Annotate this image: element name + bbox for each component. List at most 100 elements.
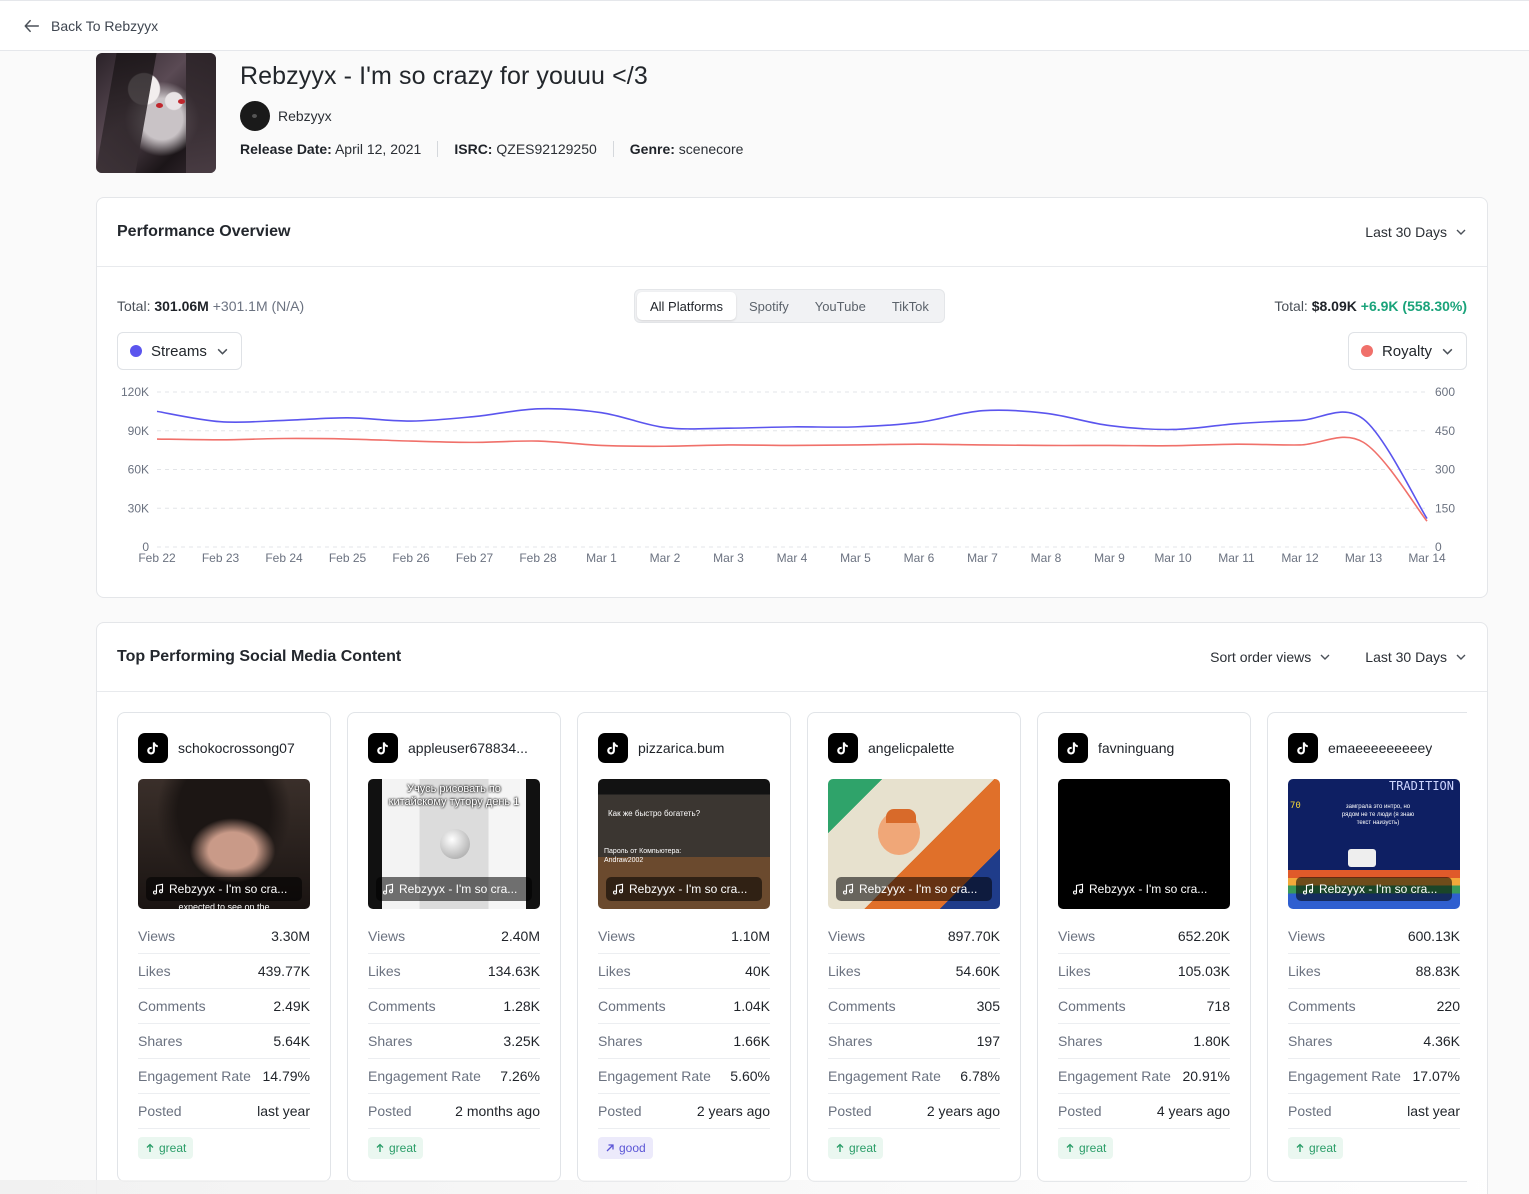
creator-username[interactable]: appleuser678834... — [408, 740, 528, 756]
stat-row-posted: Posted 2 years ago — [598, 1094, 770, 1129]
performance-range-dropdown[interactable]: Last 30 Days — [1365, 224, 1467, 240]
stat-row-views: Views 1.10M — [598, 919, 770, 954]
stat-row-likes: Likes 40K — [598, 954, 770, 989]
stat-value-likes: 439.77K — [257, 963, 310, 979]
x-tick-label: Mar 9 — [1094, 551, 1125, 565]
thumb-text: 70 — [1290, 801, 1301, 811]
sort-dropdown[interactable]: Sort order views — [1210, 649, 1331, 665]
stat-value-likes: 40K — [745, 963, 770, 979]
tab-spotify[interactable]: Spotify — [748, 298, 789, 314]
left-metric-dropdown[interactable]: Streams — [117, 332, 242, 370]
video-thumbnail[interactable]: Rebzyyx - I'm so cra... — [828, 779, 1000, 909]
stat-label: Comments — [138, 998, 206, 1014]
music-note-icon — [1072, 883, 1084, 895]
x-tick-label: Feb 23 — [202, 551, 240, 565]
stat-value-views: 2.40M — [501, 928, 540, 944]
stat-label: Likes — [1288, 963, 1321, 979]
stat-label: Engagement Rate — [138, 1068, 251, 1084]
content-tile[interactable]: schokocrossong07 expected to see on the Re… — [117, 712, 331, 1182]
stat-row-engagement: Engagement Rate 5.60% — [598, 1059, 770, 1094]
stat-value-engagement: 14.79% — [262, 1068, 310, 1084]
stat-label: Shares — [828, 1033, 873, 1049]
chevron-down-icon — [1442, 348, 1453, 355]
creator-username[interactable]: schokocrossong07 — [178, 740, 295, 756]
stat-label: Views — [138, 928, 176, 944]
creator-username[interactable]: pizzarica.bum — [638, 740, 725, 756]
content-tile[interactable]: pizzarica.bum Как же быстро богатеть? Паро… — [577, 712, 791, 1182]
video-thumbnail[interactable]: Rebzyyx - I'm so cra... — [1058, 779, 1230, 909]
stat-row-views: Views 652.20K — [1058, 919, 1230, 954]
video-thumbnail[interactable]: Учусь рисовать по китайскому тутору день… — [368, 779, 540, 909]
stat-value-engagement: 7.26% — [500, 1068, 540, 1084]
stat-value-views: 897.70K — [947, 928, 1000, 944]
content-tile[interactable]: appleuser678834... Учусь рисовать по кита… — [347, 712, 561, 1182]
stat-value-posted: 2 years ago — [926, 1103, 1000, 1119]
x-tick-label: Feb 22 — [138, 551, 176, 565]
stat-value-views: 3.30M — [271, 928, 310, 944]
stat-value-views: 600.13K — [1407, 928, 1460, 944]
stat-row-posted: Posted 4 years ago — [1058, 1094, 1230, 1129]
stat-row-posted: Posted last year — [138, 1094, 310, 1129]
tab-tiktok[interactable]: TikTok — [891, 298, 929, 314]
tab-all-platforms[interactable]: All Platforms — [637, 292, 736, 320]
thumb-text: expected to see on the — [178, 902, 270, 909]
stat-row-comments: Comments 2.49K — [138, 989, 310, 1024]
tiktok-icon — [376, 741, 388, 754]
social-range-dropdown[interactable]: Last 30 Days — [1365, 649, 1467, 665]
artist-row[interactable]: Rebzyyx — [240, 101, 759, 131]
back-link[interactable]: Back To Rebzyyx — [23, 17, 158, 35]
video-thumbnail[interactable]: expected to see on the Rebzyyx - I'm so c… — [138, 779, 310, 909]
right-metric-dropdown[interactable]: Royalty — [1347, 332, 1467, 370]
stat-value-comments: 1.04K — [733, 998, 770, 1014]
arrow-up-right-icon — [606, 1144, 614, 1152]
tiktok-icon — [1066, 741, 1078, 754]
song-meta: Release Date: April 12, 2021 ISRC: QZES9… — [240, 141, 759, 157]
stat-row-shares: Shares 3.25K — [368, 1024, 540, 1059]
stat-label: Likes — [598, 963, 631, 979]
stat-value-engagement: 20.91% — [1182, 1068, 1230, 1084]
x-tick-label: Feb 27 — [456, 551, 494, 565]
tab-youtube[interactable]: YouTube — [814, 298, 866, 314]
tiktok-icon — [1296, 741, 1308, 754]
content-tile[interactable]: favninguang Rebzyyx - I'm so cra... Views 6… — [1037, 712, 1251, 1182]
content-tile[interactable]: emaeeeeeeeeey TRADITION 70 замграла это инт… — [1267, 712, 1467, 1182]
stat-row-shares: Shares 1.66K — [598, 1024, 770, 1059]
chevron-down-icon — [1456, 654, 1466, 660]
x-tick-label: Mar 13 — [1345, 551, 1383, 565]
x-tick-label: Mar 7 — [967, 551, 998, 565]
performance-badge: great — [138, 1137, 194, 1159]
x-tick-label: Feb 25 — [329, 551, 367, 565]
creator-username[interactable]: angelicpalette — [868, 740, 955, 756]
stat-value-posted: 2 months ago — [455, 1103, 540, 1119]
y-left-tick-label: 0 — [142, 540, 149, 554]
creator-username[interactable]: favninguang — [1098, 740, 1175, 756]
stat-row-engagement: Engagement Rate 6.78% — [828, 1059, 1000, 1094]
back-link-label: Back To Rebzyyx — [51, 17, 159, 34]
tile-stats: Views 897.70K Likes 54.60K Comments 305 Shares… — [828, 919, 1000, 1129]
stat-row-engagement: Engagement Rate 20.91% — [1058, 1059, 1230, 1094]
video-thumbnail[interactable]: Как же быстро богатеть? Пароль от Компьют… — [598, 779, 770, 909]
x-tick-label: Feb 24 — [265, 551, 303, 565]
tile-stats: Views 652.20K Likes 105.03K Comments 718 Share… — [1058, 919, 1230, 1129]
video-thumbnail[interactable]: TRADITION 70 замграла это интро, но рядом … — [1288, 779, 1460, 909]
stat-label: Views — [598, 928, 636, 944]
streams-delta: +301.1M (N/A) — [212, 298, 305, 314]
cover-art — [96, 53, 216, 173]
stat-label: Views — [828, 928, 866, 944]
stat-label: Posted — [828, 1103, 872, 1119]
creator-username[interactable]: emaeeeeeeeeey — [1328, 740, 1433, 756]
stat-label: Engagement Rate — [828, 1068, 941, 1084]
content-tiles: schokocrossong07 expected to see on the Re… — [117, 712, 1467, 1182]
stat-row-likes: Likes 88.83K — [1288, 954, 1460, 989]
stat-row-likes: Likes 54.60K — [828, 954, 1000, 989]
stat-row-views: Views 2.40M — [368, 919, 540, 954]
sound-caption: Rebzyyx - I'm so cra... — [1066, 877, 1222, 901]
content-tile[interactable]: angelicpalette Rebzyyx - I'm so cra... Vie… — [807, 712, 1021, 1182]
stat-value-comments: 305 — [976, 998, 1000, 1014]
song-title: Rebzyyx - I'm so crazy for youuu </3 — [240, 62, 648, 90]
thumb-text: Как же быстро богатеть? — [608, 809, 701, 818]
music-note-icon — [612, 883, 624, 895]
tile-header: favninguang — [1058, 733, 1230, 763]
y-right-tick-label: 0 — [1435, 540, 1442, 554]
thumb-text: замграла это интро, но рядом не те люди … — [1341, 804, 1415, 826]
